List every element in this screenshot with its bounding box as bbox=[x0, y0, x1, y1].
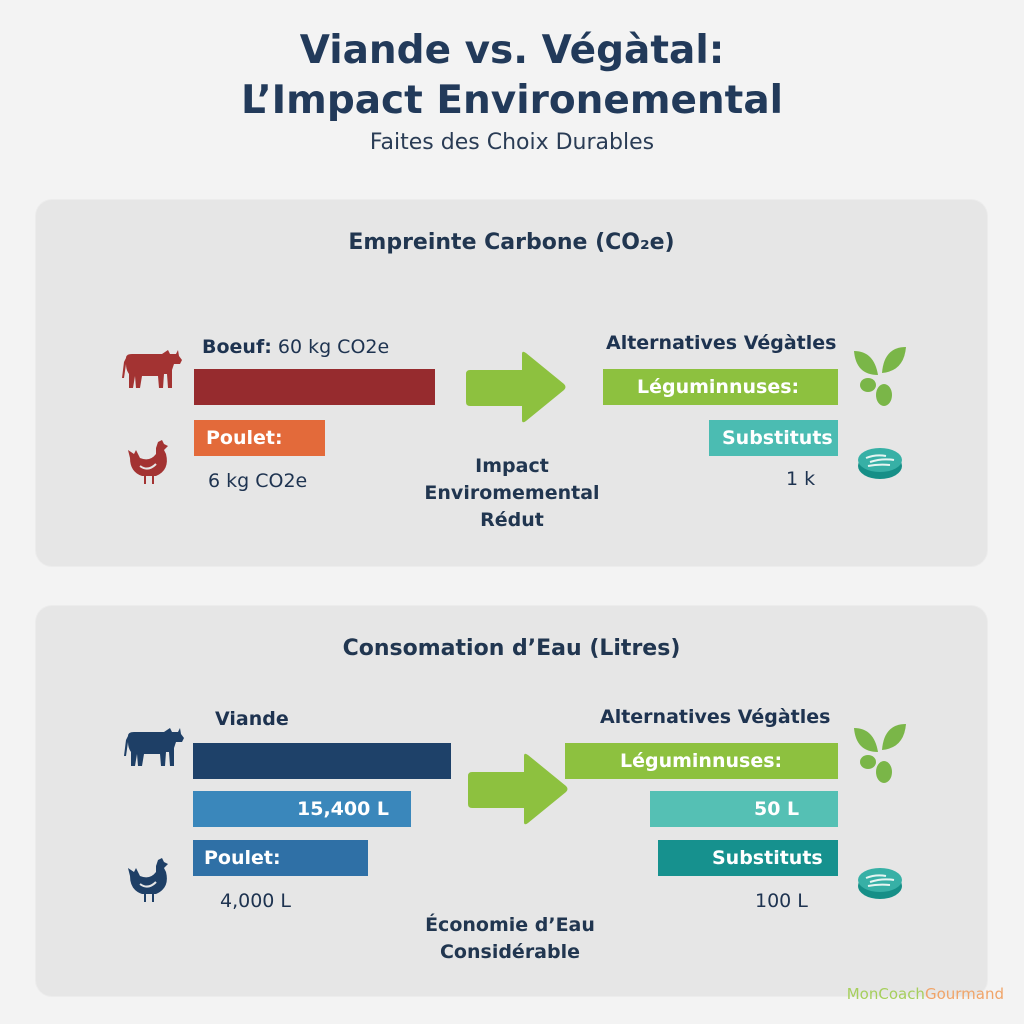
page-subtitle: Faites des Choix Durables bbox=[369, 130, 655, 155]
water-center-line2: Considérable bbox=[439, 941, 581, 963]
page-title-line1: Viande vs. Végàtal: bbox=[299, 28, 725, 73]
chicken-bar: Poulet: bbox=[194, 420, 325, 456]
meat-value-bar: 15,400 L bbox=[193, 791, 411, 827]
brand-watermark: MonCoachGourmand bbox=[847, 985, 1004, 1003]
legumes-value-bar: 50 L bbox=[650, 791, 838, 827]
chicken-label: Poulet: bbox=[204, 847, 281, 869]
carbon-center-text: Impact Enviromemental Rédut bbox=[396, 453, 628, 534]
legumes-value: 50 L bbox=[754, 798, 800, 820]
chicken-icon bbox=[128, 858, 168, 902]
plant-patty-icon bbox=[858, 448, 902, 479]
substitutes-bar: Substituts bbox=[709, 420, 838, 456]
water-panel-title: Consomation d’Eau (Litres) bbox=[342, 636, 681, 661]
brand-part1: MonCoach bbox=[846, 985, 925, 1003]
substitutes-label: Substituts bbox=[722, 427, 833, 449]
beef-value: 60 kg CO2e bbox=[277, 336, 390, 358]
beef-label: Boeuf: bbox=[202, 336, 272, 358]
leaf-beans-icon bbox=[854, 724, 906, 783]
carbon-panel-title: Empreinte Carbone (CO₂e) bbox=[348, 230, 675, 255]
beef-bar bbox=[194, 369, 435, 405]
chicken-label: Poulet: bbox=[206, 427, 283, 449]
legumes-bar: Léguminnuses: bbox=[565, 743, 838, 779]
water-center-text: Économie d’Eau Considérable bbox=[400, 912, 620, 966]
arrow-right-icon bbox=[466, 351, 566, 423]
leaf-beans-icon bbox=[854, 347, 906, 406]
chicken-icon bbox=[128, 440, 168, 484]
cow-icon bbox=[124, 728, 184, 766]
chicken-value: 4,000 L bbox=[220, 890, 292, 912]
brand-part2: Gourmand bbox=[924, 985, 1004, 1003]
beef-label-row: Boeuf: 60 kg CO2e bbox=[202, 336, 389, 358]
legumes-label: Léguminnuses: bbox=[620, 750, 783, 772]
chicken-bar: Poulet: bbox=[193, 840, 368, 876]
cow-icon bbox=[122, 350, 182, 388]
substitutes-value: 100 L bbox=[755, 890, 808, 912]
carbon-center-line3: Rédut bbox=[480, 509, 544, 531]
legumes-label: Léguminnuses: bbox=[637, 376, 800, 398]
carbon-center-line1: Impact bbox=[475, 455, 549, 477]
chicken-value: 6 kg CO2e bbox=[208, 470, 308, 492]
substitutes-label: Substituts bbox=[712, 847, 823, 869]
water-panel: Consomation d’Eau (Litres) Viande 15,400… bbox=[36, 606, 987, 996]
meat-bar bbox=[193, 743, 451, 779]
carbon-center-line2: Enviromemental bbox=[424, 482, 600, 504]
plant-patty-icon bbox=[858, 868, 902, 899]
substitutes-value: 1 k bbox=[786, 468, 816, 490]
meat-value: 15,400 L bbox=[297, 798, 390, 820]
meat-label: Viande bbox=[215, 708, 289, 730]
arrow-right-icon bbox=[468, 753, 568, 825]
water-alt-title: Alternatives Végàtles bbox=[600, 706, 831, 728]
legumes-bar: Léguminnuses: bbox=[603, 369, 838, 405]
carbon-panel: Empreinte Carbone (CO₂e) Boeuf: 60 kg CO… bbox=[36, 200, 987, 566]
substitutes-bar: Substituts bbox=[658, 840, 838, 876]
water-center-line1: Économie d’Eau bbox=[425, 914, 595, 936]
carbon-alt-title: Alternatives Végàtles bbox=[606, 332, 837, 354]
page-title-line2: L’Impact Environemental bbox=[240, 78, 784, 123]
